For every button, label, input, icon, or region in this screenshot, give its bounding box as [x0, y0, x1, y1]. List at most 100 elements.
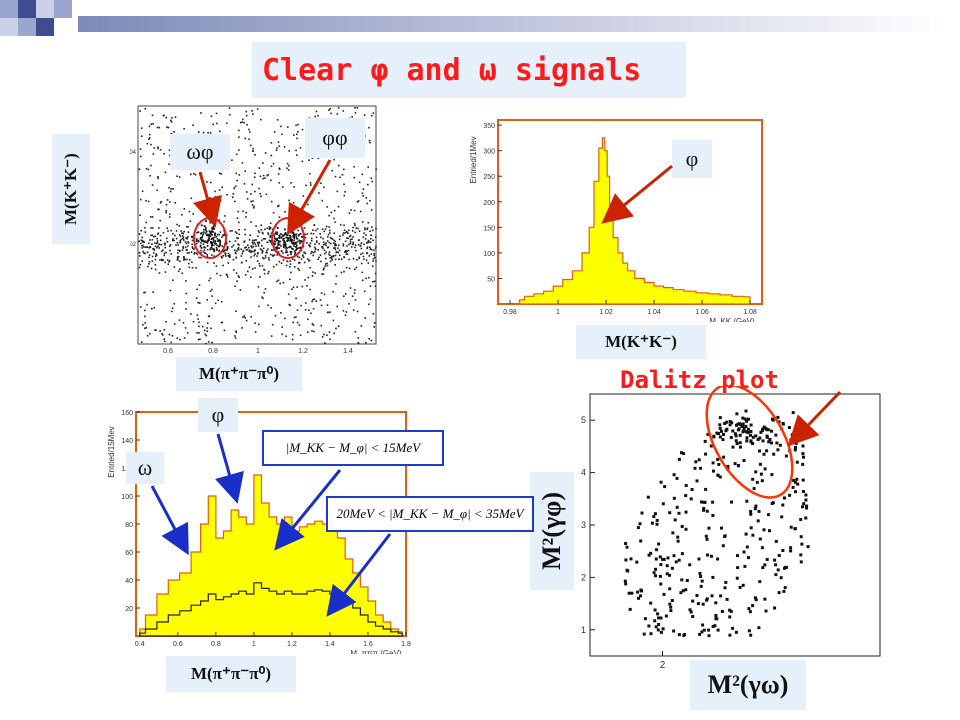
scatter-point — [200, 251, 202, 254]
scatter-point — [186, 258, 188, 261]
dalitz-point — [702, 508, 706, 512]
scatter-point — [276, 119, 279, 121]
scatter-point — [283, 244, 286, 246]
dalitz-point — [662, 592, 666, 596]
scatter-point — [245, 110, 247, 113]
scatter-point — [247, 244, 249, 246]
dalitz-point — [772, 452, 776, 456]
scatter-point — [201, 236, 203, 239]
scatter-point — [293, 134, 295, 136]
scatter-point — [141, 260, 143, 262]
scatter-point — [176, 259, 179, 261]
scatter-point — [161, 259, 163, 262]
scatter-point — [141, 236, 143, 239]
scatter-point — [293, 239, 295, 242]
scatter-point — [183, 128, 185, 130]
scatter-point — [334, 247, 336, 249]
scatter-point — [277, 205, 280, 207]
scatter-point — [337, 251, 340, 254]
dalitz-point — [749, 440, 753, 444]
scatter-point — [374, 285, 377, 287]
scatter-point — [365, 196, 367, 199]
scatter-point — [211, 242, 214, 244]
scatter-point — [372, 281, 374, 283]
scatter-point — [235, 252, 237, 255]
scatter-point — [251, 246, 253, 249]
dalitz-point — [710, 594, 714, 598]
dalitz-point — [702, 628, 706, 632]
scatter-point — [304, 279, 306, 281]
scatter-point — [302, 256, 305, 258]
scatter-point — [192, 320, 195, 323]
scatter-point — [165, 210, 167, 212]
scatter-point — [259, 248, 262, 250]
scatter-point — [282, 252, 284, 254]
scatter-point — [211, 295, 213, 297]
dalitz-point — [691, 599, 695, 603]
scatter-point — [200, 244, 202, 247]
scatter-point — [162, 249, 164, 251]
dalitz-point — [783, 496, 786, 500]
scatter-point — [348, 267, 351, 270]
scatter-point — [250, 276, 252, 279]
scatter-point — [219, 231, 222, 233]
scatter-point — [282, 237, 285, 240]
scatter-point — [180, 238, 182, 241]
dalitz-point — [680, 451, 683, 455]
scatter-point — [156, 189, 158, 191]
dalitz-point — [752, 487, 756, 491]
scatter-point — [333, 232, 336, 234]
scatter-point — [219, 199, 222, 202]
y-tick-label: 40 — [125, 578, 133, 585]
dalitz-point — [695, 479, 699, 483]
dalitz-point — [774, 563, 778, 567]
scatter-point — [145, 199, 147, 202]
scatter-point — [231, 230, 233, 232]
scatter-point — [293, 223, 296, 225]
scatter-point — [179, 239, 182, 242]
scatter-point — [368, 126, 370, 129]
scatter-point — [273, 254, 276, 256]
dalitz-point — [624, 582, 628, 586]
dalitz-point — [654, 625, 658, 629]
scatter-point — [203, 240, 205, 243]
dalitz-point — [743, 417, 747, 421]
dalitz-point — [745, 545, 749, 549]
scatter-point — [270, 335, 273, 337]
dalitz-point — [804, 498, 808, 502]
dalitz-point — [765, 435, 769, 439]
scatter-point — [144, 315, 146, 318]
scatter-point — [280, 236, 283, 239]
scatter-point — [334, 221, 337, 223]
scatter-point — [282, 246, 285, 249]
dalitz-point — [768, 438, 772, 441]
scatter-point — [177, 252, 179, 254]
scatter-point — [290, 182, 292, 184]
dalitz-point — [745, 499, 749, 503]
dalitz-point — [773, 558, 777, 562]
dalitz-point — [762, 528, 766, 532]
dalitz-point — [738, 585, 742, 589]
formula-signal-window: |M_KK − M_φ| < 15MeV — [262, 430, 444, 466]
scatter-point — [314, 272, 316, 274]
scatter-point — [217, 245, 220, 248]
scatter-point — [170, 132, 173, 135]
scatter-point — [198, 332, 200, 334]
scatter-point — [339, 254, 341, 257]
scatter-point — [318, 243, 320, 245]
scatter-point — [274, 233, 276, 235]
scatter-point — [206, 330, 208, 333]
scatter-point — [251, 250, 254, 253]
scatter-point — [257, 245, 260, 247]
scatter-point — [235, 272, 238, 274]
scatter-point — [332, 319, 335, 322]
scatter-point — [332, 255, 334, 258]
scatter-point — [288, 303, 290, 306]
scatter-point — [225, 255, 227, 257]
dalitz-point — [668, 511, 672, 515]
dalitz-point — [706, 432, 710, 436]
scatter-point — [163, 329, 166, 331]
scatter-point — [359, 210, 362, 213]
scatter-point — [280, 312, 282, 314]
scatter-point — [333, 217, 335, 220]
